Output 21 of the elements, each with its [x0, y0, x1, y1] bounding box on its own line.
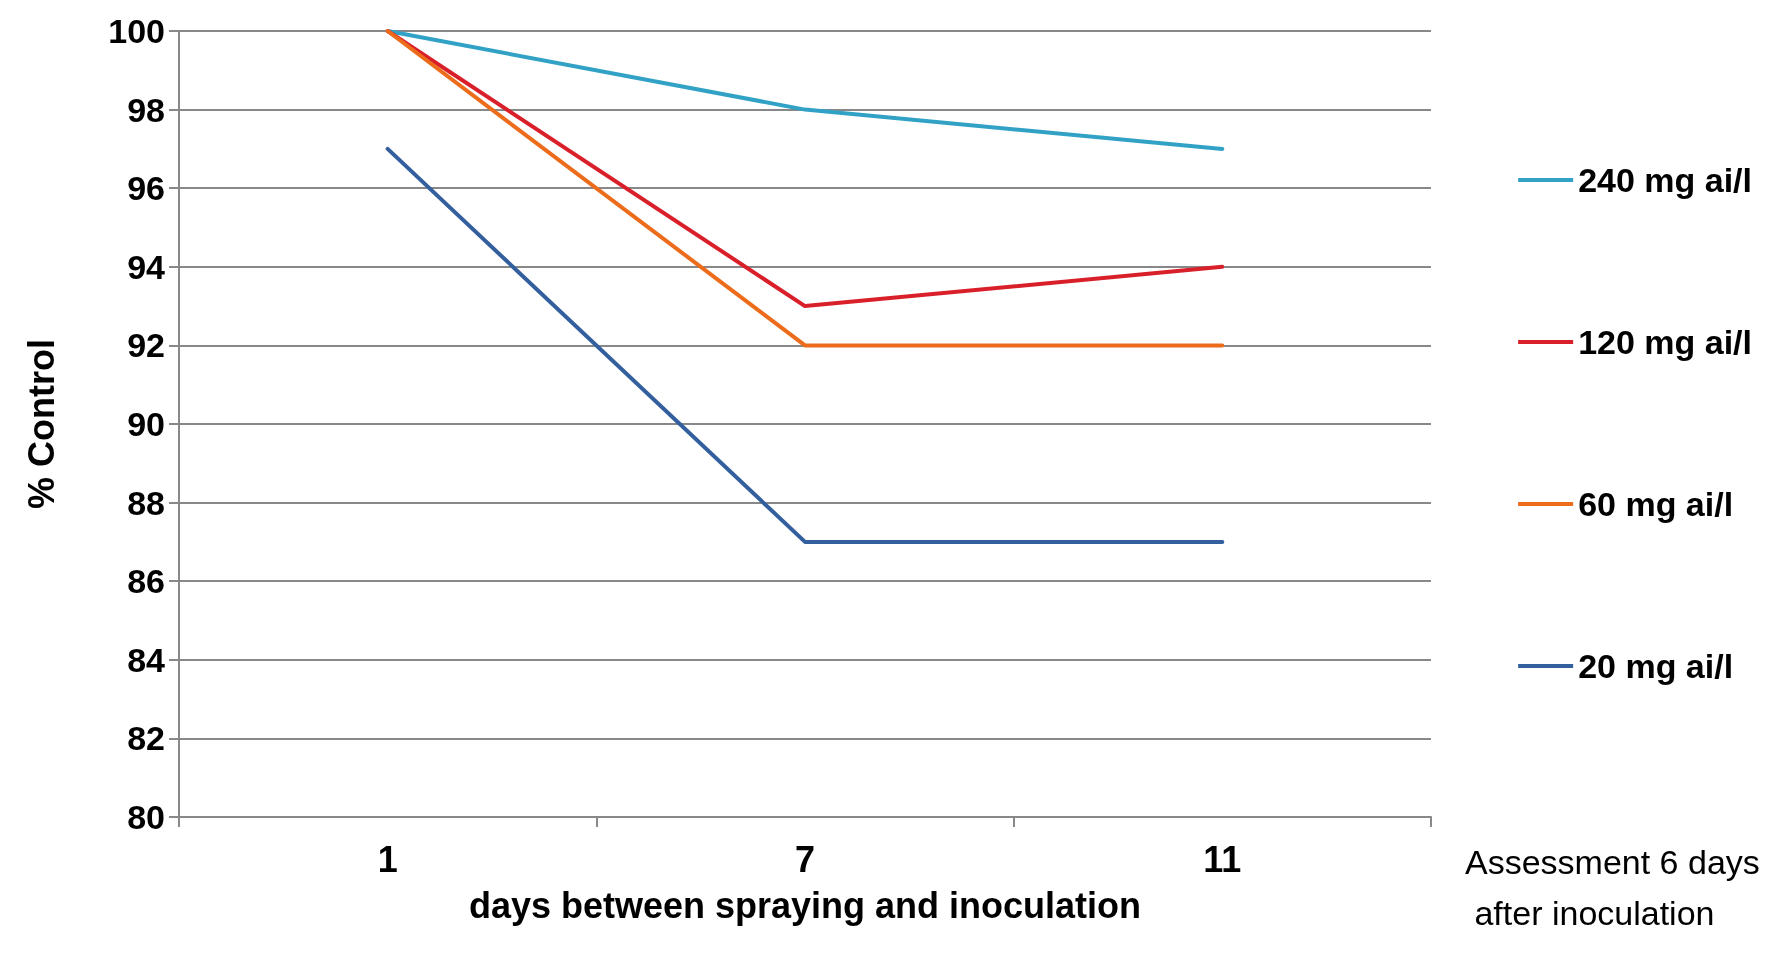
- x-tick-label: 11: [1203, 838, 1242, 880]
- legend-label: 240 mg ai/l: [1578, 161, 1753, 199]
- y-tick-label: 96: [127, 169, 165, 208]
- y-tick-label: 98: [127, 90, 165, 129]
- y-tick-label: 86: [127, 562, 165, 601]
- legend-label: 120 mg ai/l: [1578, 323, 1753, 361]
- y-tick-label: 94: [127, 247, 166, 286]
- y-tick-label: 92: [127, 326, 165, 365]
- y-tick-label: 90: [127, 405, 165, 443]
- y-tick-label: 84: [127, 640, 166, 679]
- y-tick-label: 100: [108, 12, 165, 50]
- y-tick-label: 88: [127, 483, 165, 522]
- y-tick-label: 80: [127, 798, 165, 836]
- x-axis-title: days between spraying and inoculation: [468, 884, 1142, 926]
- x-tick-label: 1: [377, 838, 398, 880]
- text: Assessment 6 days after inoculation: [1465, 842, 1760, 932]
- x-tick-label: 7: [794, 838, 816, 880]
- legend-label: 20 mg ai/l: [1578, 647, 1734, 685]
- y-axis-title: % Control: [20, 339, 62, 509]
- y-tick-label: 82: [127, 719, 165, 758]
- legend-label: 60 mg ai/l: [1578, 485, 1734, 523]
